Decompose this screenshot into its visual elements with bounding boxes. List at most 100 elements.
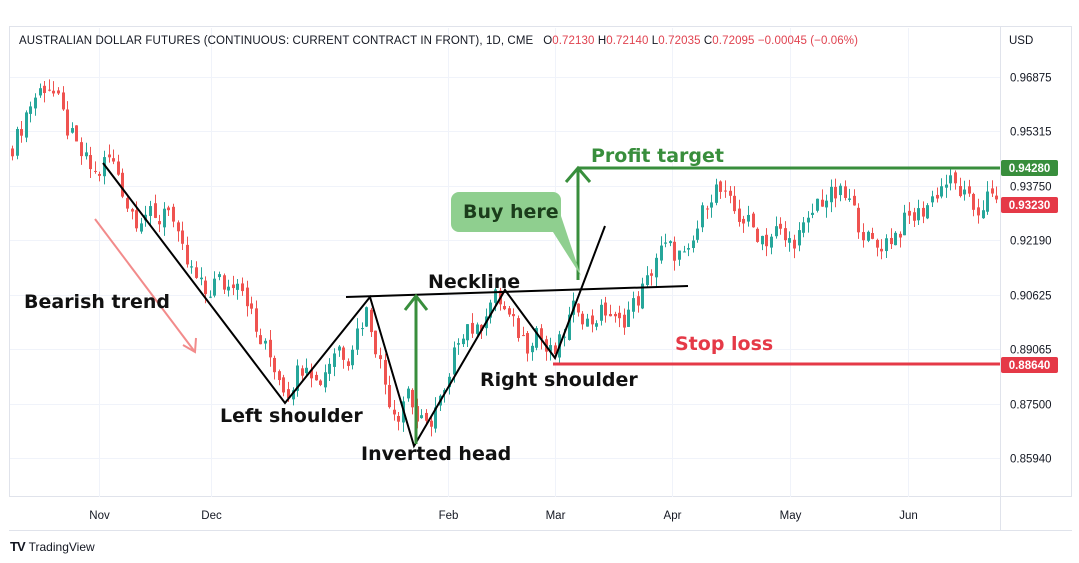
- candle-body: [641, 283, 644, 309]
- candle-body: [388, 385, 391, 408]
- candle-body: [972, 193, 975, 210]
- candle-body: [397, 415, 400, 422]
- candle-body: [591, 315, 594, 325]
- candle-body: [149, 206, 152, 216]
- candle-body: [305, 367, 308, 374]
- candle-body: [94, 170, 97, 172]
- candle-body: [779, 223, 782, 229]
- candle-body: [292, 390, 295, 400]
- candle-body: [80, 142, 83, 157]
- candle-body: [48, 89, 51, 91]
- candle-body: [407, 388, 410, 399]
- candle-body: [98, 173, 101, 176]
- annotations: Bearish trend Left shoulder Inverted head R…: [24, 145, 773, 465]
- candle-body: [821, 199, 824, 207]
- candle-body: [301, 368, 304, 376]
- candle-body: [347, 361, 350, 366]
- pattern-lines: [94, 162, 1000, 449]
- candle-body: [126, 198, 129, 209]
- price-label-box: [1001, 160, 1058, 176]
- candle-body: [664, 242, 667, 244]
- tradingview-brand[interactable]: TV TradingView: [10, 539, 95, 554]
- candle-body: [85, 152, 88, 157]
- candle-body: [195, 267, 198, 278]
- x-tick-label: Dec: [201, 510, 222, 522]
- candle-body: [775, 226, 778, 237]
- candle-body: [931, 196, 934, 203]
- candle-body: [784, 228, 787, 241]
- candle-body: [338, 346, 341, 351]
- candle-body: [62, 92, 65, 110]
- high-label: H: [597, 35, 607, 47]
- candle-body: [296, 365, 299, 391]
- candle-body: [742, 218, 745, 224]
- y-tick-label: 0.96875: [1010, 73, 1052, 85]
- candle-body: [793, 239, 796, 249]
- candle-body: [476, 324, 479, 334]
- y-tick-label: 0.89065: [1010, 345, 1052, 357]
- candle-body: [453, 347, 456, 375]
- high-value: 0.72140: [606, 35, 649, 47]
- candle-body: [43, 85, 46, 94]
- candle-body: [687, 248, 690, 250]
- candle-body: [384, 360, 387, 385]
- candle-body: [719, 181, 722, 192]
- low-label: L: [651, 35, 659, 47]
- change-value: −0.00045 (−0.06%): [757, 35, 859, 47]
- candle-body: [761, 235, 764, 245]
- candle-body: [890, 237, 893, 245]
- candle-body: [420, 415, 423, 419]
- candle-body: [163, 208, 166, 228]
- candle-body: [517, 318, 520, 338]
- candle-body: [273, 357, 276, 373]
- candle-body: [209, 296, 212, 298]
- candle-body: [922, 207, 925, 217]
- stop-loss-label: Stop loss: [675, 333, 773, 355]
- candle-body: [494, 289, 497, 303]
- brand-name: TradingView: [28, 539, 95, 554]
- price-label-box: [1001, 197, 1058, 213]
- y-tick-label: 0.95315: [1010, 127, 1052, 139]
- candle-body: [512, 314, 515, 317]
- symbol-title[interactable]: AUSTRALIAN DOLLAR FUTURES (CONTINUOUS: C…: [19, 35, 534, 47]
- candle-body: [959, 186, 962, 197]
- candle-body: [75, 125, 78, 142]
- currency-label[interactable]: USD: [1009, 35, 1034, 47]
- candle-body: [121, 172, 124, 197]
- candle-body: [480, 324, 483, 332]
- head-depth-arrow-head: [403, 293, 429, 311]
- y-tick-label: 0.90625: [1010, 291, 1052, 303]
- candle-body: [811, 212, 814, 215]
- candle-body: [71, 128, 74, 133]
- candle-body: [568, 314, 571, 340]
- candle-body: [894, 232, 897, 246]
- x-tick-label: Apr: [664, 510, 682, 522]
- candle-body: [880, 248, 883, 252]
- price-label-text: 0.93230: [1009, 200, 1051, 212]
- candle-body: [379, 355, 382, 360]
- candle-body: [752, 213, 755, 228]
- candle-body: [135, 210, 138, 229]
- candle-body: [839, 185, 842, 196]
- candle-body: [522, 335, 525, 337]
- candle-body: [57, 90, 60, 94]
- candle-body: [471, 322, 474, 334]
- candle-body: [489, 302, 492, 318]
- chart-header: AUSTRALIAN DOLLAR FUTURES (CONTINUOUS: C…: [19, 35, 858, 47]
- candle-body: [29, 106, 32, 114]
- candle-body: [848, 198, 851, 200]
- candle-body: [995, 195, 998, 200]
- low-value: 0.72035: [658, 35, 701, 47]
- y-tick-label: 0.93750: [1010, 182, 1052, 194]
- candle-body: [908, 210, 911, 216]
- candle-body: [834, 186, 837, 199]
- profit-arrow-head: [564, 165, 592, 183]
- tradingview-logo-icon: TV: [10, 539, 26, 554]
- candle-body: [503, 306, 506, 310]
- candle-body: [669, 241, 672, 244]
- grid: [9, 26, 1072, 531]
- candle-body: [903, 212, 906, 236]
- y-tick-label: 0.85940: [1010, 454, 1052, 466]
